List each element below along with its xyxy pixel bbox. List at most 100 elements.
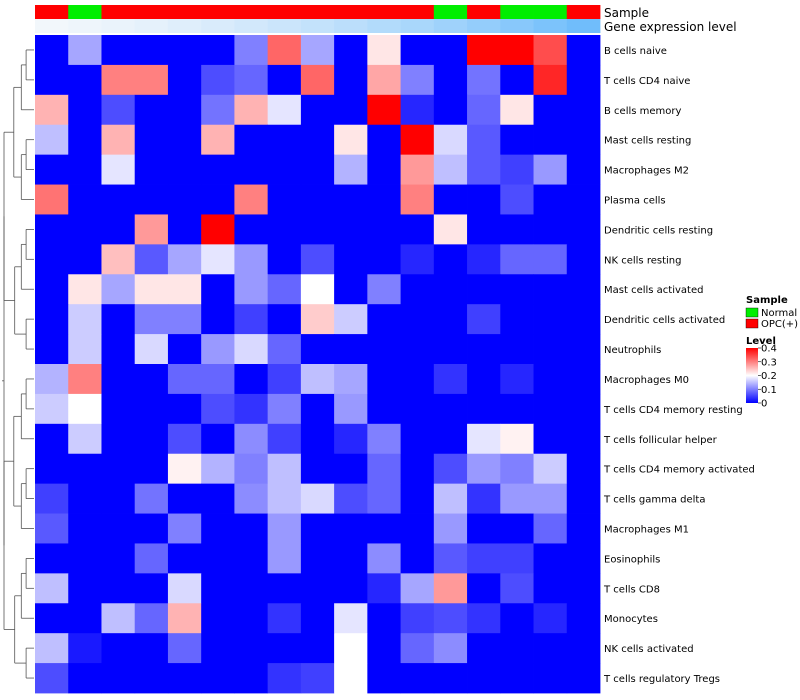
- heatmap-cell: [334, 94, 368, 126]
- heatmap-cell: [35, 184, 69, 215]
- row-label: B cells memory: [604, 106, 681, 117]
- heatmap-cell: [167, 244, 202, 275]
- heatmap-cell: [467, 244, 501, 275]
- heatmap-cell: [334, 184, 368, 215]
- heatmap-cell: [167, 364, 202, 395]
- heatmap-cell: [201, 663, 235, 694]
- heatmap-cell: [201, 184, 235, 215]
- heatmap-cell: [400, 573, 435, 604]
- heatmap-cell: [35, 274, 69, 305]
- heatmap-cell: [500, 154, 534, 185]
- heatmap-cell: [35, 364, 69, 395]
- heatmap-cell: [35, 94, 69, 126]
- heatmap-cell: [367, 393, 401, 425]
- heatmap-cell: [35, 453, 69, 485]
- heatmap-cell: [101, 154, 136, 185]
- heatmap-cell: [500, 423, 534, 455]
- heatmap-cell: [500, 124, 534, 156]
- heatmap-cell: [300, 603, 335, 634]
- heatmap-cell: [167, 124, 202, 156]
- heatmap-cell: [35, 124, 69, 156]
- heatmap-cell: [201, 513, 235, 544]
- heatmap-cell: [334, 304, 368, 335]
- row-label: Macrophages M2: [604, 166, 689, 177]
- heatmap-cell: [334, 154, 368, 185]
- gene-level-annotation-cell: [367, 19, 401, 33]
- heatmap-cell: [500, 184, 534, 215]
- heatmap-cell: [500, 334, 534, 365]
- heatmap-cell: [167, 513, 202, 544]
- heatmap-cell: [400, 274, 435, 305]
- heatmap-cell: [566, 154, 601, 185]
- heatmap-cell: [334, 244, 368, 275]
- heatmap-cell: [68, 94, 102, 126]
- heatmap-cell: [35, 423, 69, 455]
- gene-level-annotation-cell: [500, 19, 534, 33]
- sample-annotation-cell: [533, 5, 568, 19]
- heatmap-cell: [566, 334, 601, 365]
- heatmap-cell: [68, 364, 102, 395]
- heatmap-cell: [433, 543, 468, 574]
- heatmap-cell: [367, 633, 401, 664]
- heatmap-cell: [400, 94, 435, 126]
- row-labels: B cells naive T cells CD4 naive B cells me…: [603, 46, 755, 685]
- heatmap-cell: [500, 513, 534, 544]
- heatmap-cell: [201, 633, 235, 664]
- heatmap-cell: [566, 364, 601, 395]
- heatmap-cell: [35, 304, 69, 335]
- legend-swatch-normal: [745, 307, 759, 318]
- level-legend: Level 0.4 0.3 0.2 0.1 0: [746, 336, 777, 410]
- row-label: Eosinophils: [604, 554, 660, 565]
- heatmap-cell: [134, 214, 169, 245]
- heatmap-cell: [433, 573, 468, 604]
- heatmap-cell: [101, 274, 136, 305]
- heatmap-cell: [334, 393, 368, 425]
- heatmap-cell: [566, 393, 601, 425]
- level-colorbar: [746, 348, 758, 403]
- heatmap-cell: [35, 64, 69, 96]
- heatmap-cell: [433, 244, 468, 275]
- heatmap-cell: [234, 244, 269, 275]
- heatmap-cell: [267, 483, 302, 514]
- heatmap-cell: [68, 573, 102, 604]
- heatmap-cell: [433, 124, 468, 156]
- row-label: T cells CD4 naive: [603, 76, 690, 87]
- heatmap-cell: [234, 304, 269, 335]
- heatmap-cell: [300, 573, 335, 604]
- heatmap-cell: [467, 603, 501, 634]
- heatmap-cell: [267, 364, 302, 395]
- heatmap-cell: [400, 543, 435, 574]
- heatmap-cell: [35, 154, 69, 185]
- heatmap-cell: [433, 214, 468, 245]
- heatmap-cell: [201, 35, 235, 66]
- heatmap-cell: [201, 423, 235, 455]
- heatmap-cell: [500, 393, 534, 425]
- heatmap-cell: [367, 334, 401, 365]
- heatmap-cell: [533, 124, 568, 156]
- heatmap-cell: [533, 35, 568, 66]
- sample-annotation-cell: [68, 5, 102, 19]
- heatmap-cell: [68, 483, 102, 514]
- heatmap-cell: [35, 603, 69, 634]
- sample-annotation-cell: [267, 5, 302, 19]
- row-label: Plasma cells: [604, 196, 666, 207]
- heatmap-cell: [101, 244, 136, 275]
- heatmap-cell: [267, 244, 302, 275]
- heatmap-cell: [201, 304, 235, 335]
- heatmap-cell: [334, 543, 368, 574]
- heatmap-cell: [467, 513, 501, 544]
- heatmap-cell: [234, 124, 269, 156]
- heatmap-cell: [167, 64, 202, 96]
- sample-legend: Sample Normal OPC(+): [745, 295, 798, 330]
- heatmap-cell: [467, 364, 501, 395]
- level-tick-label: 0.2: [761, 371, 777, 382]
- heatmap-cell: [234, 334, 269, 365]
- row-label: T cells regulatory Tregs: [603, 674, 720, 685]
- heatmap-cell: [234, 364, 269, 395]
- heatmap-cell: [101, 124, 136, 156]
- heatmap-cell: [101, 483, 136, 514]
- heatmap-cell: [300, 64, 335, 96]
- level-tick-label: 0.1: [761, 385, 777, 396]
- heatmap-cell: [566, 633, 601, 664]
- heatmap-cell: [500, 483, 534, 514]
